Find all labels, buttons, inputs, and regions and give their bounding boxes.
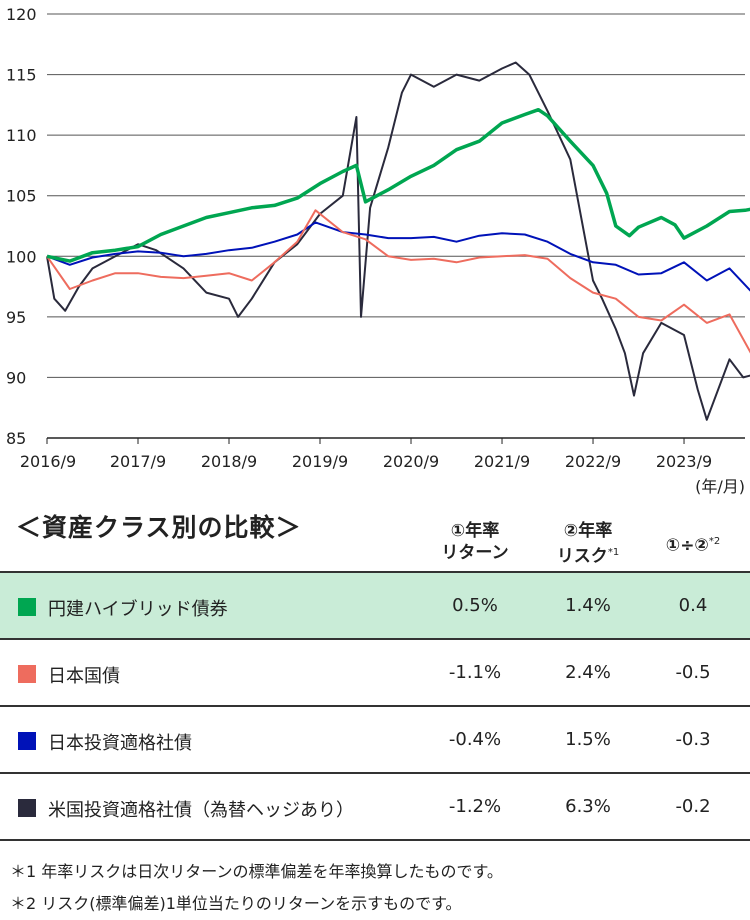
header-risk-line2: リスク*1 — [538, 542, 638, 568]
x-tick-label: 2023/9 — [656, 452, 712, 471]
header-ratio-text: ①÷② — [665, 535, 709, 556]
table-row: 日本国債 -1.1% 2.4% -0.5 — [0, 638, 750, 705]
legend-swatch — [18, 598, 36, 616]
row-return: -1.1% — [448, 662, 502, 683]
footnote-1: ＊1 年率リスクは日次リターンの標準偏差を年率換算したものです。 — [10, 862, 503, 881]
legend-swatch — [18, 665, 36, 683]
header-ratio-mark: *2 — [708, 536, 721, 547]
x-axis-ticks: 2016/9 2017/9 2018/9 2019/9 2020/9 2021/9 2022… — [20, 438, 712, 471]
row-risk: 6.3% — [565, 796, 611, 817]
table-row: 米国投資適格社債（為替ヘッジあり） -1.2% 6.3% -0.2 — [0, 772, 750, 841]
row-name: 円建ハイブリッド債券 — [48, 599, 228, 620]
row-return: 0.5% — [452, 595, 498, 616]
x-tick-label: 2020/9 — [383, 452, 439, 471]
y-tick-label: 85 — [6, 429, 26, 448]
series-line-3 — [46, 61, 750, 421]
y-tick-label: 100 — [6, 247, 37, 266]
header-risk-line1: ②年率 — [563, 521, 613, 541]
row-ratio: -0.2 — [675, 796, 711, 817]
section-title: ＜資産クラス別の比較＞ — [16, 513, 302, 542]
header-risk-text: リスク — [556, 546, 608, 567]
x-tick-label: 2018/9 — [201, 452, 257, 471]
row-ratio: -0.3 — [675, 729, 711, 750]
row-risk: 1.5% — [565, 729, 611, 750]
header-return-line2: リターン — [441, 543, 509, 563]
y-tick-label: 110 — [6, 126, 37, 145]
legend-swatch — [18, 799, 36, 817]
y-tick-label: 105 — [6, 187, 37, 206]
y-axis-ticks: 85 90 95 100 105 110 115 120 — [6, 5, 37, 448]
row-ratio: -0.5 — [675, 662, 711, 683]
header-risk-mark: *1 — [607, 547, 620, 558]
row-name: 日本国債 — [48, 666, 120, 687]
legend-swatch — [18, 732, 36, 750]
x-tick-label: 2019/9 — [292, 452, 348, 471]
x-tick-label: 2017/9 — [110, 452, 166, 471]
line-chart: 85 90 95 100 105 110 115 120 2016/9 2017/9 2018/9… — [6, 5, 750, 496]
row-return: -1.2% — [448, 796, 502, 817]
table-row: 日本投資適格社債 -0.4% 1.5% -0.3 — [0, 705, 750, 772]
series-line-2 — [46, 221, 750, 292]
header-risk: ②年率 リスク*1 — [538, 520, 638, 568]
series-line-0 — [46, 107, 750, 263]
row-risk: 1.4% — [565, 595, 611, 616]
y-tick-label: 120 — [6, 5, 37, 24]
chart-grid — [47, 13, 745, 439]
row-return: -0.4% — [448, 729, 502, 750]
x-tick-label: 2016/9 — [20, 452, 76, 471]
x-tick-label: 2022/9 — [565, 452, 621, 471]
y-tick-label: 115 — [6, 66, 37, 85]
header-return-line1: ①年率 — [450, 521, 500, 541]
footnote-2: ＊2 リスク(標準偏差)1単位当たりのリターンを示すものです。 — [10, 894, 462, 913]
row-name: 日本投資適格社債 — [48, 733, 192, 754]
table-row: 円建ハイブリッド債券 0.5% 1.4% 0.4 — [0, 571, 750, 638]
x-axis-unit-label: (年/月) — [695, 477, 745, 496]
row-name: 米国投資適格社債（為替ヘッジあり） — [48, 800, 354, 821]
header-return: ①年率 リターン — [425, 520, 525, 564]
y-tick-label: 90 — [6, 368, 26, 387]
y-tick-label: 95 — [6, 308, 26, 327]
comparison-table: 円建ハイブリッド債券 0.5% 1.4% 0.4 日本国債 -1.1% 2.4%… — [0, 571, 750, 841]
x-tick-label: 2021/9 — [474, 452, 530, 471]
row-risk: 2.4% — [565, 662, 611, 683]
row-ratio: 0.4 — [678, 595, 708, 616]
header-ratio: ①÷②*2 — [643, 531, 743, 557]
series-lines — [46, 61, 750, 421]
series-line-1 — [46, 209, 750, 354]
